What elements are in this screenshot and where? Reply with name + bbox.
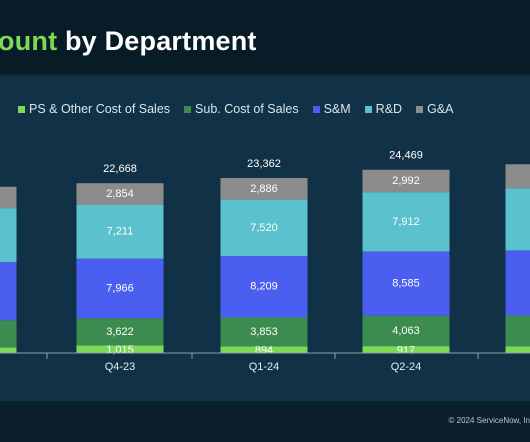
total-label-q1-24: 23,362	[247, 158, 281, 170]
bar-segment-sub-cost-q4-23	[76, 318, 164, 346]
value-label-sub-cost-q4-23: 3,622	[106, 326, 134, 338]
legend-label-rd: R&D	[375, 102, 403, 116]
value-label-sm-q2-24: 8,585	[392, 278, 420, 290]
value-label-rd-q2-24: 7,912	[392, 216, 420, 228]
legend-swatch-ga	[416, 105, 424, 113]
bar-segment-sub-cost-partial	[0, 320, 17, 348]
bar-segment-sm-q2-24	[362, 251, 450, 316]
legend-label-ga: G&A	[427, 102, 454, 116]
legend-item-ps-other: PS & Other Cost of Sales	[18, 102, 170, 116]
legend-swatch-sub-cost	[184, 105, 192, 113]
bar-segment-ga-q4-23	[76, 183, 164, 205]
bar-segment-ps-other-partial	[0, 347, 17, 353]
value-label-sm-q1-24: 8,209	[250, 281, 278, 293]
bar-segment-ga-partial	[0, 186, 17, 209]
total-label-q4-23: 22,668	[103, 163, 137, 175]
x-tick-label-q1-24: Q1-24	[249, 361, 280, 373]
legend-label-ps-other: PS & Other Cost of Sales	[29, 102, 171, 116]
bar-segment-sm-q4-23	[76, 258, 164, 319]
value-label-ga-q1-24: 2,886	[250, 183, 278, 195]
bar-segment-rd-partial	[0, 208, 17, 263]
bar-segment-ga-q2-24	[362, 169, 450, 193]
value-label-ga-q2-24: 2,992	[392, 175, 420, 187]
legend-swatch-ps-other	[18, 105, 25, 113]
bar-segment-rd-q2-24	[362, 192, 450, 252]
value-label-ps-other-q4-23: 1,015	[106, 344, 134, 356]
value-label-rd-q4-23: 7,211	[107, 226, 134, 238]
legend-item-ga: G&A	[416, 102, 453, 116]
value-label-sm-q4-23: 7,966	[106, 282, 134, 294]
legend-item-sm: S&M	[312, 102, 351, 116]
legend-swatch-rd	[364, 105, 372, 113]
legend-label-sub-cost: Sub. Cost of Sales	[195, 102, 299, 116]
bar-segment-sm-partial	[0, 262, 17, 321]
legend-swatch-sm	[312, 105, 320, 113]
value-label-sub-cost-q1-24: 3,853	[250, 326, 278, 338]
value-label-sub-cost-q2-24: 4,063	[392, 325, 420, 337]
legend-item-sub-cost: Sub. Cost of Sales	[184, 102, 299, 116]
bar-segment-ps-other-q4-23	[76, 345, 164, 353]
value-label-rd-q1-24: 7,520	[250, 222, 278, 234]
bar-segment-sm-partial	[505, 250, 530, 316]
x-tick-label-q4-23: Q4-23	[105, 361, 136, 373]
footer-copyright: © 2024 ServiceNow, In	[448, 416, 530, 425]
slide-title-accent: ount	[0, 26, 58, 56]
bar-segment-sub-cost-partial	[505, 315, 530, 347]
slide-title: ount by Department	[0, 26, 257, 57]
bar-segment-rd-partial	[505, 188, 530, 251]
title-band	[0, 0, 530, 74]
bar-segment-rd-q1-24	[220, 199, 308, 256]
bar-segment-ga-partial	[505, 164, 530, 189]
legend-label-sm: S&M	[323, 102, 351, 116]
bar-segment-sm-q1-24	[220, 255, 308, 318]
bar-segment-ga-q1-24	[220, 178, 308, 200]
value-label-ps-other-q2-24: 917	[397, 345, 415, 357]
legend-item-rd: R&D	[364, 102, 403, 116]
value-label-ga-q4-23: 2,854	[106, 188, 134, 200]
bar-segment-rd-q4-23	[76, 204, 164, 259]
bar-segment-ps-other-q1-24	[220, 346, 308, 353]
bar-segment-ps-other-q2-24	[362, 346, 450, 353]
value-label-ps-other-q1-24: 894	[255, 345, 273, 357]
slide-title-rest: by Department	[57, 26, 257, 56]
footer-bar	[0, 404, 530, 442]
x-tick-label-q2-24: Q2-24	[391, 361, 422, 373]
bar-segment-sub-cost-q1-24	[220, 317, 308, 347]
bar-segment-sub-cost-q2-24	[362, 315, 450, 347]
chart-legend: PS & Other Cost of Sales Sub. Cost of Sa…	[18, 100, 453, 118]
bar-segment-ps-other-partial	[505, 346, 530, 353]
total-label-q2-24: 24,469	[389, 150, 423, 162]
